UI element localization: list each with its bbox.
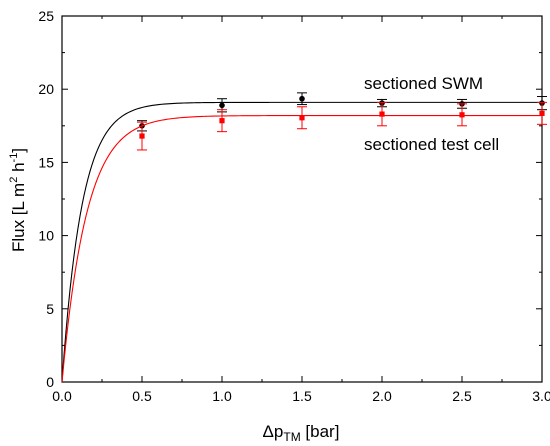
marker-square bbox=[379, 111, 385, 117]
plot-frame bbox=[61, 15, 543, 383]
fit-line-sectioned-test-cell bbox=[61, 115, 542, 383]
x-tick-label: 2.0 bbox=[372, 388, 392, 404]
y-tick-label: 15 bbox=[38, 154, 54, 170]
y-tick-label: 20 bbox=[38, 81, 54, 97]
data-point-sectioned-test-cell bbox=[137, 121, 147, 151]
x-tick-label: 0.0 bbox=[52, 388, 72, 404]
y-axis-label: Flux [L m2 h-1] bbox=[8, 148, 28, 252]
x-tick-label: 1.0 bbox=[212, 388, 232, 404]
series-label-sectioned-swm: sectioned SWM bbox=[364, 74, 483, 93]
marker-circle bbox=[299, 95, 305, 102]
x-axis-label: ΔpTM [bar] bbox=[263, 422, 340, 444]
marker-circle bbox=[219, 102, 225, 109]
data-point-sectioned-test-cell bbox=[377, 101, 387, 127]
y-tick-label: 5 bbox=[46, 301, 54, 317]
marker-square bbox=[139, 133, 145, 139]
marker-square bbox=[219, 118, 225, 124]
marker-square bbox=[299, 115, 305, 121]
series-label-sectioned-test-cell: sectioned test cell bbox=[364, 135, 499, 154]
x-tick-label: 1.5 bbox=[292, 388, 312, 404]
data-point-sectioned-test-cell bbox=[457, 103, 467, 127]
data-point-sectioned-swm bbox=[297, 92, 307, 106]
plot-area: 0.0 0.5 1.0 1.5 2.0 2.5 3.0 0 5 10 15 20 25 bbox=[38, 8, 550, 404]
y-tick-label: 10 bbox=[38, 228, 54, 244]
y-tick-label: 0 bbox=[46, 374, 54, 390]
marker-square bbox=[539, 110, 545, 116]
data-point-sectioned-test-cell bbox=[297, 106, 307, 130]
x-tick-label: 0.5 bbox=[132, 388, 152, 404]
data-point-sectioned-test-cell bbox=[217, 109, 227, 133]
y-tick-label: 25 bbox=[38, 8, 54, 24]
data-point-sectioned-test-cell bbox=[537, 101, 547, 125]
x-tick-label: 3.0 bbox=[532, 388, 550, 404]
x-tick-label: 2.5 bbox=[452, 388, 472, 404]
marker-square bbox=[459, 112, 465, 118]
